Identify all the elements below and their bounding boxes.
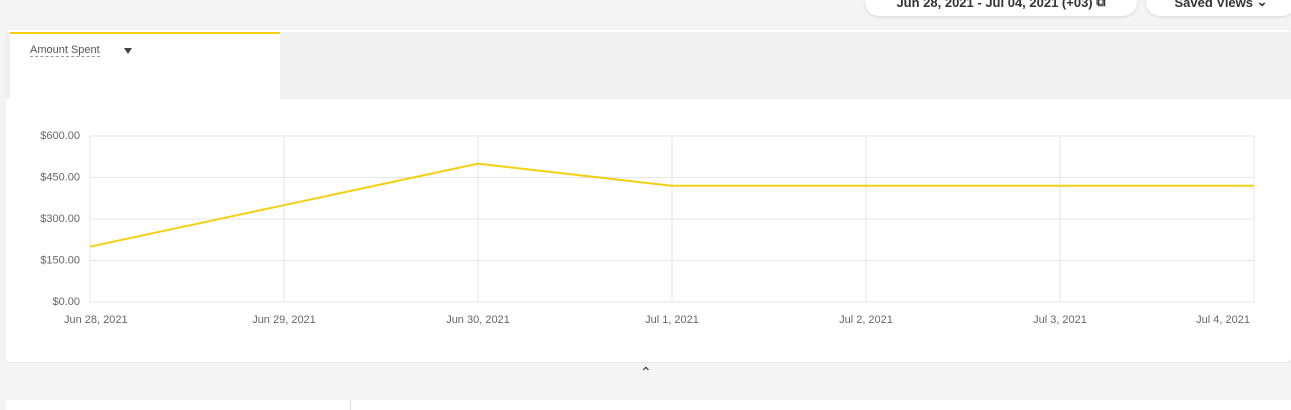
x-tick-label: Jul 4, 2021 (1196, 314, 1250, 326)
x-tick-label: Jun 30, 2021 (446, 314, 510, 326)
bottom-panel (6, 400, 1291, 410)
y-tick-label: $450.00 (40, 171, 80, 183)
y-tick-label: $600.00 (40, 130, 80, 142)
x-tick-label: Jun 29, 2021 (252, 314, 316, 326)
tab-label: Amount Spent (30, 44, 100, 57)
collapse-toggle[interactable]: ⌃ (640, 364, 652, 380)
metric-tabs: Amount Spent (6, 32, 1291, 99)
metric-tab[interactable]: Amount Spent (10, 32, 280, 99)
chart-card: Amount Spent $0.00 $150.00 $300.00 $450.00 $… (6, 30, 1291, 362)
dropdown-caret (124, 48, 132, 54)
y-tick-label: $150.00 (40, 254, 80, 266)
date-range: Jun 28, 2021 - Jul 04, 2021 (+03) (896, 0, 1093, 10)
data-line (89, 162, 1254, 248)
date-range-button[interactable]: Jun 28, 2021 - Jul 04, 2021 (+03) ⧉ (865, 0, 1137, 16)
x-tick-label: Jul 2, 2021 (839, 314, 893, 326)
saved-views: Saved Views (1174, 0, 1254, 10)
x-tick-label: Jul 1, 2021 (645, 314, 699, 326)
chart: $0.00 $150.00 $300.00 $450.00 $600.00 Jun 28,… (40, 130, 1255, 326)
y-tick-label: $0.00 (52, 296, 80, 308)
x-tick-label: Jul 3, 2021 (1033, 314, 1087, 326)
x-tick-label: Jun 28, 2021 (64, 314, 128, 326)
saved-views-button[interactable]: Saved Views ⌄ (1146, 0, 1291, 16)
y-tick-label: $300.00 (40, 213, 80, 225)
